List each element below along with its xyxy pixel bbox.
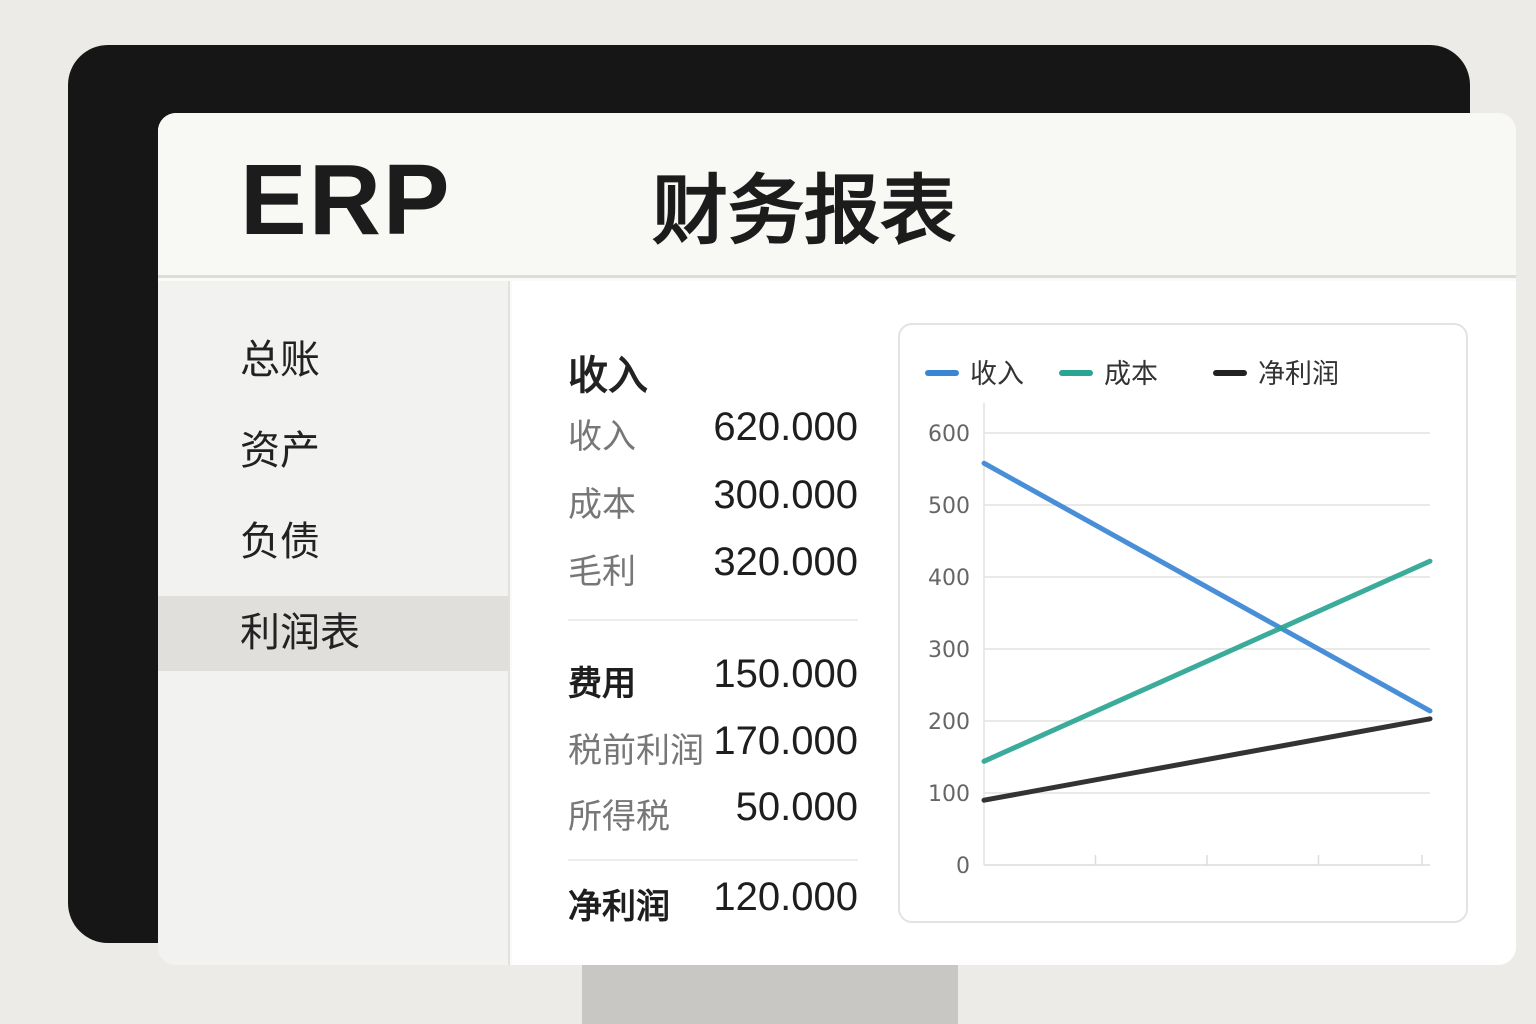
- y-tick-label: 500: [928, 494, 970, 519]
- y-tick-label: 400: [928, 566, 970, 591]
- row-value: 320.000: [713, 540, 858, 584]
- report-row-pretax-profit: 税前利润 170.000: [568, 719, 858, 773]
- report-row-revenue: 收入 620.000: [568, 405, 858, 459]
- y-tick-label: 100: [928, 782, 970, 807]
- row-value: 50.000: [735, 785, 858, 829]
- row-label: 税前利润: [568, 731, 704, 771]
- row-value: 620.000: [713, 405, 858, 449]
- sidebar: 总账 资产 负债 利润表: [158, 281, 510, 965]
- row-label: 所得税: [568, 797, 670, 837]
- row-label: 收入: [568, 417, 636, 457]
- page-title: 财务报表: [652, 166, 956, 255]
- row-label: 成本: [568, 485, 636, 525]
- series-line-1: [981, 558, 1433, 764]
- legend-label: 净利润: [1258, 359, 1339, 390]
- row-label: 净利润: [568, 887, 670, 927]
- legend-label: 成本: [1104, 359, 1158, 390]
- chart-card: 0 100 200 300 400 500 600 收入 成本 净利润: [898, 323, 1468, 923]
- sidebar-item-liabilities[interactable]: 负债: [240, 519, 320, 565]
- section-title: 收入: [568, 353, 648, 399]
- main-content: 收入 收入 620.000 成本 300.000 毛利 320.000 费用 150.0…: [512, 281, 1516, 965]
- row-label: 费用: [568, 664, 636, 704]
- legend-label: 收入: [970, 359, 1024, 390]
- row-value: 300.000: [713, 473, 858, 517]
- report-row-income-tax: 所得税 50.000: [568, 785, 858, 839]
- divider: [568, 619, 858, 621]
- row-value: 120.000: [713, 875, 858, 919]
- row-value: 150.000: [713, 652, 858, 696]
- y-tick-label: 300: [928, 638, 970, 663]
- y-tick-label: 600: [928, 422, 970, 447]
- app-logo: ERP: [240, 144, 452, 256]
- monitor-bezel: ERP 财务报表 总账 资产 负债 利润表 收入 收入 620.000 成本 300…: [68, 45, 1516, 965]
- series-line-2: [981, 716, 1433, 803]
- series-line-0: [981, 460, 1433, 714]
- line-chart: 0 100 200 300 400 500 600 收入 成本 净利润: [925, 359, 1433, 879]
- sidebar-item-general-ledger[interactable]: 总账: [240, 337, 320, 383]
- report-row-net-profit: 净利润 120.000: [568, 875, 858, 929]
- y-tick-label: 200: [928, 710, 970, 735]
- sidebar-item-assets[interactable]: 资产: [240, 428, 320, 474]
- report-row-cost: 成本 300.000: [568, 473, 858, 527]
- header: ERP 财务报表: [158, 113, 1516, 278]
- y-tick-label: 0: [956, 854, 970, 879]
- sidebar-item-income-statement[interactable]: 利润表: [158, 596, 508, 671]
- row-value: 170.000: [713, 719, 858, 763]
- screen: ERP 财务报表 总账 资产 负债 利润表 收入 收入 620.000 成本 300…: [158, 113, 1516, 965]
- report-row-gross-profit: 毛利 320.000: [568, 540, 858, 594]
- divider: [568, 859, 858, 861]
- row-label: 毛利: [568, 552, 636, 592]
- report-row-expenses: 费用 150.000: [568, 652, 858, 706]
